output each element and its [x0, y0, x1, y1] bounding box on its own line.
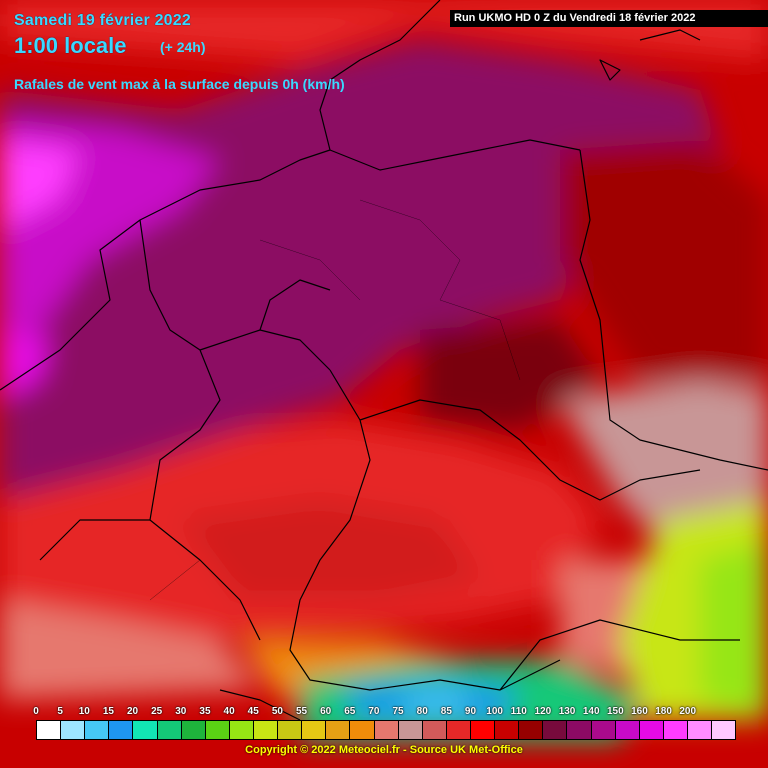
legend-label: 130 [558, 706, 576, 717]
legend-swatch [61, 721, 86, 739]
legend-swatch [181, 721, 206, 739]
legend-swatch [687, 721, 713, 739]
copyright: Copyright © 2022 Meteociel.fr - Source U… [245, 744, 523, 756]
legend-swatch [543, 721, 568, 739]
legend-label: 200 [679, 706, 697, 717]
legend-swatch [519, 721, 544, 739]
legend-label: 75 [392, 706, 404, 717]
legend-label: 50 [271, 706, 283, 717]
legend-label: 30 [175, 706, 187, 717]
legend-swatch [495, 721, 520, 739]
legend-swatch [133, 721, 158, 739]
legend-label: 90 [464, 706, 477, 717]
legend-label: 25 [151, 706, 163, 717]
legend-label: 65 [344, 706, 356, 717]
legend-label: 110 [510, 706, 527, 717]
legend-label: 120 [534, 706, 552, 717]
legend-swatch [37, 721, 62, 739]
legend-swatch [615, 721, 640, 739]
legend-swatch [663, 721, 688, 739]
legend-label: 40 [223, 706, 235, 717]
legend-label: 0 [33, 706, 39, 717]
legend-swatch [446, 721, 471, 739]
legend-swatch [157, 721, 182, 739]
legend-swatch [422, 721, 447, 739]
legend-label: 15 [102, 706, 114, 717]
legend-label: 180 [655, 706, 672, 717]
borders [0, 0, 768, 721]
legend-swatch [470, 721, 496, 739]
gust-field [0, 0, 768, 740]
legend-label: 55 [295, 706, 308, 717]
legend-swatch [398, 721, 423, 739]
legend-label: 150 [606, 706, 624, 717]
legend-label: 140 [582, 706, 600, 717]
forecast-date: Samedi 19 février 2022 [14, 12, 191, 29]
legend-label: 10 [78, 706, 90, 717]
legend-label: 70 [368, 706, 380, 717]
region-lines [149, 199, 521, 601]
legend-swatch [591, 721, 616, 739]
legend-swatch [639, 721, 664, 739]
legend-labels: 0 5 10 15 20 25 30 35 40 45 50 55 60 65 70 75 80 85 90 100 1… [33, 706, 736, 718]
legend-label: 100 [486, 706, 503, 717]
forecast-lead: (+ 24h) [160, 39, 206, 55]
legend-swatch [350, 721, 375, 739]
legend-swatch [109, 721, 134, 739]
run-info: Run UKMO HD 0 Z du Vendredi 18 février 2… [450, 10, 768, 27]
legend-label: 85 [440, 706, 452, 717]
legend-color-bar [36, 720, 736, 740]
legend-swatch [253, 721, 279, 739]
legend-swatch [85, 721, 110, 739]
parameter-title: Rafales de vent max à la surface depuis … [14, 76, 345, 92]
legend-swatch [567, 721, 592, 739]
legend-swatch [278, 721, 303, 739]
legend-swatch [229, 721, 254, 739]
legend-swatch [302, 721, 327, 739]
legend-label: 45 [247, 706, 259, 717]
legend-label: 20 [126, 706, 139, 717]
legend-swatch [374, 721, 399, 739]
legend-label: 160 [631, 706, 648, 717]
legend-label: 80 [416, 706, 428, 717]
legend-swatch [712, 721, 736, 739]
forecast-time: 1:00 locale [14, 33, 127, 58]
legend-swatch [326, 721, 351, 739]
legend-label: 60 [320, 706, 332, 717]
legend-label: 35 [199, 706, 211, 717]
legend-swatch [205, 721, 230, 739]
legend-label: 5 [57, 706, 63, 717]
